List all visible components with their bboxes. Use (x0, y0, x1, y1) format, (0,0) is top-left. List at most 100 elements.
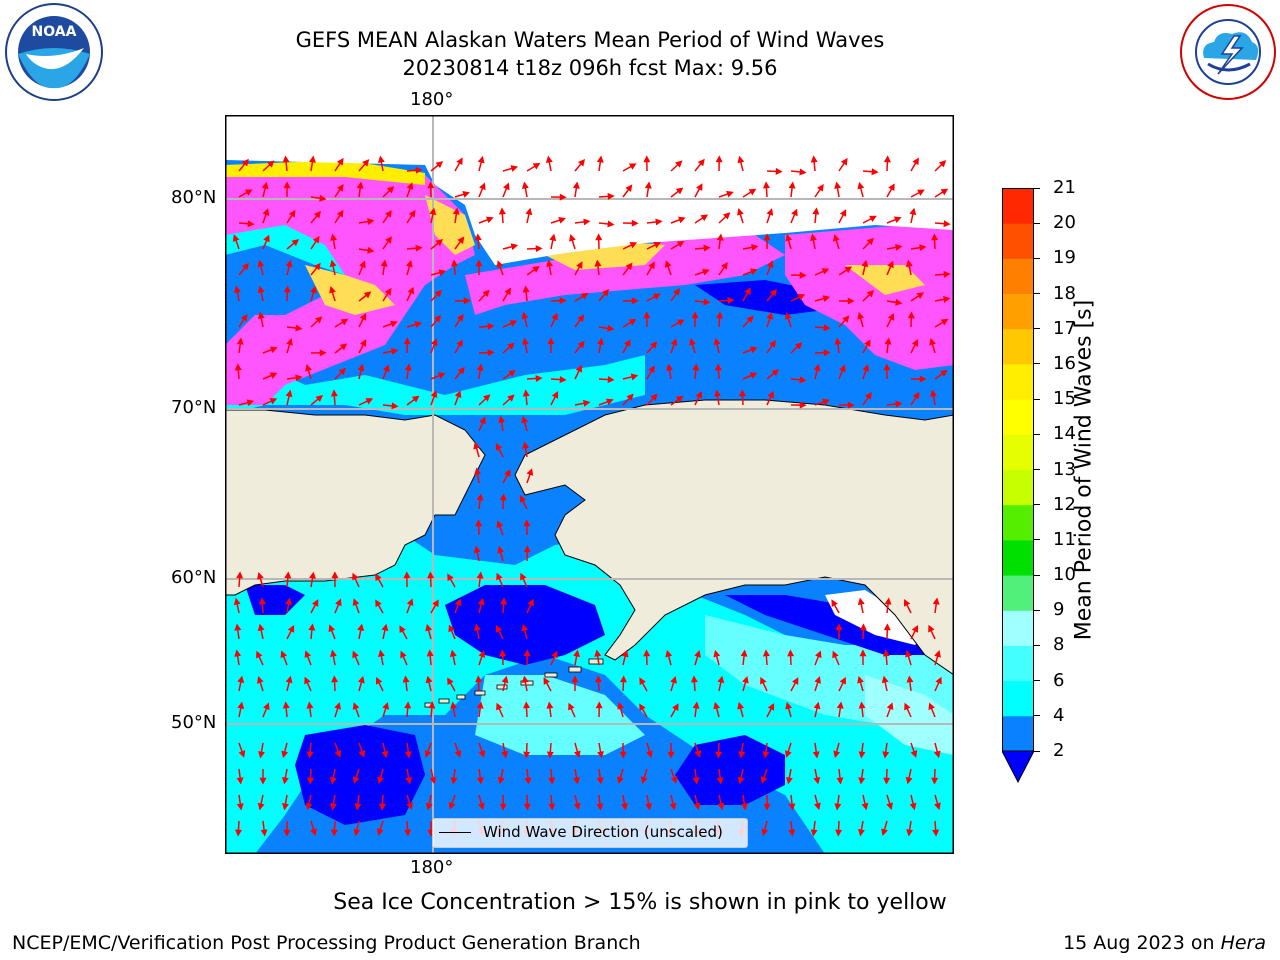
wind-wave-arrowhead (571, 675, 579, 683)
wind-wave-arrowhead (447, 573, 454, 582)
wind-wave-arrowhead (287, 625, 295, 633)
wind-wave-arrowhead (715, 751, 723, 759)
colorbar-tick-label: 20 (1053, 212, 1076, 234)
wind-wave-arrowhead (857, 311, 864, 320)
wind-wave-arrowhead (822, 398, 830, 406)
wind-wave-arrowhead (821, 268, 830, 275)
wind-wave-arrowhead (240, 313, 248, 322)
wind-wave-arrowhead (319, 349, 327, 357)
wind-wave-arrowhead (367, 218, 375, 226)
wind-wave-arrowhead (938, 160, 947, 168)
wind-wave-arrowhead (785, 777, 793, 785)
wind-wave-arrowhead (905, 649, 912, 658)
wind-wave-arrowhead (822, 295, 831, 303)
wind-wave-arrowhead (907, 311, 915, 319)
wind-wave-arrowhead (703, 298, 711, 306)
wind-wave-arrowhead (523, 545, 531, 553)
wind-wave-arrowhead (236, 803, 244, 811)
wind-wave-arrowhead (813, 363, 821, 372)
wind-wave-arrowhead (310, 828, 317, 836)
wind-wave-arrowhead (339, 343, 348, 351)
wind-wave-arrowhead (703, 244, 711, 252)
wind-wave-arrowhead (905, 776, 913, 785)
wind-wave-arrowhead (507, 342, 515, 350)
wind-wave-arrowhead (306, 751, 314, 759)
wind-wave-arrowhead (788, 829, 796, 837)
wind-wave-arrowhead (385, 210, 392, 218)
wind-wave-arrowhead (744, 287, 751, 296)
wind-wave-arrowhead (435, 161, 444, 169)
wind-wave-arrowhead (928, 702, 935, 711)
wind-wave-arrowhead (916, 292, 925, 300)
wind-wave-arrowhead (522, 337, 529, 345)
wind-wave-arrowhead (308, 623, 316, 631)
wind-wave-arrowhead (628, 163, 637, 170)
wind-wave-arrowhead (545, 155, 553, 164)
wind-wave-arrowhead (766, 208, 774, 216)
wind-wave-arrowhead (746, 315, 754, 323)
colorbar-tick-mark (1034, 187, 1040, 189)
wind-wave-arrowhead (406, 802, 414, 810)
wind-wave-arrowhead (234, 285, 241, 293)
wind-wave-arrowhead (694, 650, 701, 658)
colorbar-tick-mark (1034, 293, 1040, 295)
wind-wave-arrowhead (356, 181, 364, 189)
wind-wave-arrowhead (456, 157, 463, 166)
colorbar-band (1002, 399, 1034, 435)
wind-wave-arrowhead (643, 311, 651, 319)
wind-wave-arrowhead (507, 394, 515, 402)
wind-wave-arrowhead (690, 675, 698, 683)
wind-wave-arrowhead (648, 261, 655, 270)
wind-wave-arrowhead (407, 286, 414, 295)
wind-wave-arrowhead (497, 776, 505, 785)
wind-wave-arrowhead (269, 346, 278, 354)
wind-wave-arrowhead (696, 183, 703, 191)
wind-wave-arrowhead (523, 751, 531, 759)
wind-wave-arrowhead (406, 182, 414, 190)
wind-wave-arrowhead (543, 677, 550, 685)
wind-wave-arrowhead (246, 399, 255, 407)
colorbar-tick-label: 9 (1053, 599, 1065, 621)
wind-wave-arrowhead (244, 189, 253, 196)
colorbar-band (1002, 645, 1034, 682)
wind-wave-arrowhead (377, 776, 384, 785)
wind-wave-arrowhead (358, 750, 366, 758)
wind-wave-arrowhead (257, 285, 265, 294)
wind-wave-arrowhead (882, 649, 890, 657)
wind-wave-arrowhead (835, 623, 843, 631)
wind-wave-arrowhead (479, 416, 486, 425)
wind-wave-arrowhead (738, 751, 746, 759)
wind-wave-arrowhead (284, 571, 292, 579)
wind-wave-arrowhead (737, 776, 745, 785)
wind-wave-arrowhead (836, 777, 844, 785)
wind-wave-arrowhead (577, 340, 585, 349)
wind-wave-arrowhead (234, 829, 242, 837)
lon-label-bottom: 180° (410, 857, 454, 878)
wind-wave-arrowhead (425, 675, 433, 684)
wind-wave-arrowhead (672, 703, 679, 711)
wind-wave-arrowhead (762, 751, 770, 759)
wind-wave-arrowhead (474, 233, 482, 241)
wind-wave-arrowhead (382, 702, 390, 710)
wind-wave-arrowhead (624, 339, 631, 347)
wind-wave-arrowhead (771, 369, 780, 377)
wind-wave-arrowhead (713, 701, 721, 710)
lat-label-80: 80°N (171, 187, 217, 208)
wind-wave-arrowhead (737, 701, 745, 710)
wind-wave-arrowhead (450, 259, 458, 267)
wind-wave-arrowhead (405, 259, 413, 268)
wind-wave-arrowhead (425, 623, 433, 632)
footer-credit: NCEP/EMC/Verification Post Processing Pr… (12, 932, 641, 954)
wind-wave-arrowhead (621, 649, 629, 658)
wind-wave-arrowhead (739, 389, 747, 397)
wind-wave-arrowhead (810, 233, 817, 241)
wind-wave-arrowhead (359, 313, 367, 321)
colorbar-tick-label: 6 (1053, 669, 1065, 691)
wind-wave-arrowhead (352, 650, 359, 659)
wind-wave-arrowhead (390, 320, 398, 328)
nws-logo-icon (1178, 2, 1278, 102)
wind-wave-arrowhead (362, 159, 370, 167)
wind-wave-arrowhead (520, 572, 527, 581)
wind-wave-arrowhead (905, 259, 913, 268)
footer-date: 15 Aug 2023 on Hera (1063, 932, 1266, 954)
